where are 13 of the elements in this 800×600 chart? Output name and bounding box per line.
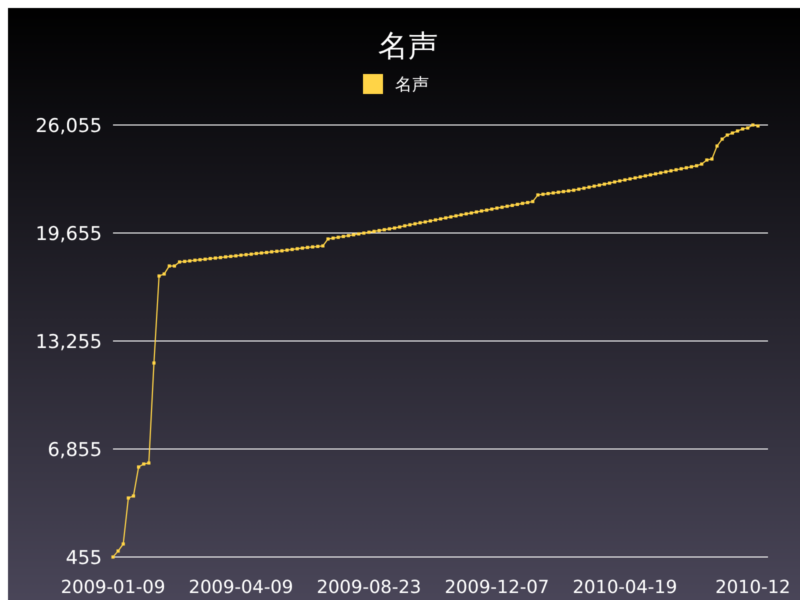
x-tick-label: 2009-04-09: [188, 577, 294, 598]
x-tick-label: 2009-08-23: [316, 577, 422, 598]
y-tick-label: 455: [66, 547, 102, 569]
y-tick-label: 26,055: [36, 115, 102, 137]
x-tick-label: 2009-12-07: [444, 577, 550, 598]
x-tick-label: 2009-01-09: [60, 577, 166, 598]
y-tick-label: 6,855: [48, 439, 102, 461]
x-tick-label: 2010-04-19: [572, 577, 678, 598]
x-tick-label: 2010-12: [715, 577, 790, 598]
chart-title: 名声: [378, 29, 438, 64]
legend-label: 名声: [395, 75, 429, 95]
y-tick-label: 19,655: [36, 223, 102, 245]
y-tick-label: 13,255: [36, 331, 102, 353]
